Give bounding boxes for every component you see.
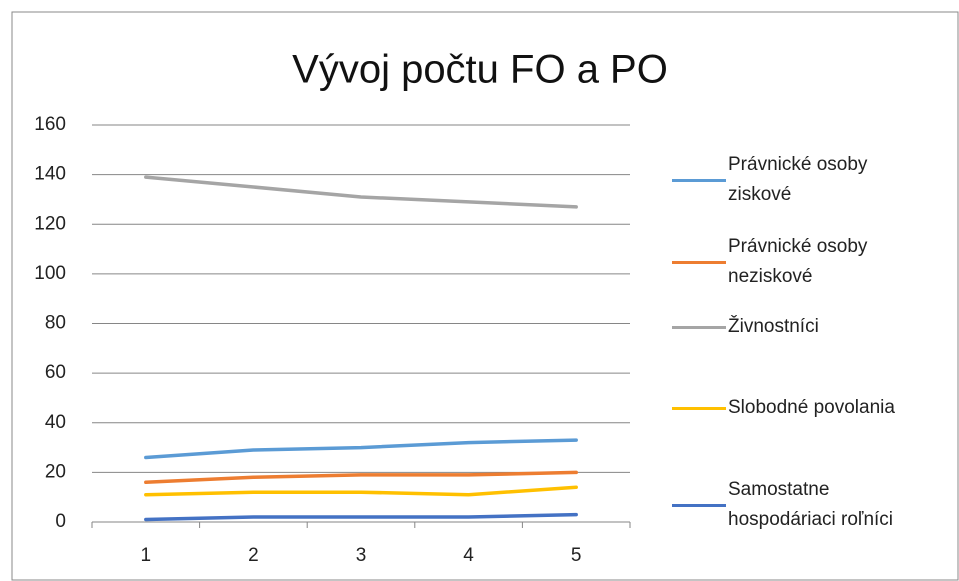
series-line [144, 470, 578, 485]
legend-label: Živnostníci [728, 316, 819, 337]
legend-entry: Živnostníci [672, 312, 952, 342]
x-tick-label: 3 [356, 545, 367, 566]
legend-swatch [672, 406, 726, 410]
x-tick-label: 4 [463, 545, 474, 566]
chart-title: Vývoj počtu FO a PO [292, 48, 668, 92]
y-tick-label: 20 [45, 461, 66, 482]
legend-swatch [672, 503, 726, 507]
y-tick-label: 40 [45, 412, 66, 433]
y-tick-label: 80 [45, 313, 66, 334]
legend-swatch [672, 178, 726, 182]
legend-entry: Samostatne hospodáriaci roľníci [672, 475, 952, 535]
legend-entry: Slobodné povolania [672, 393, 952, 423]
chart-border [11, 11, 959, 581]
series-line [144, 438, 578, 460]
legend-label: Slobodné povolania [728, 397, 895, 418]
y-tick-label: 60 [45, 362, 66, 383]
y-tick-label: 0 [55, 511, 66, 532]
legend-label: Právnické osoby ziskové [728, 154, 868, 205]
y-tick-label: 100 [34, 263, 66, 284]
x-tick-label: 5 [571, 545, 582, 566]
series-line [144, 485, 578, 497]
x-tick-label: 2 [248, 545, 259, 566]
series-line [144, 512, 578, 522]
legend-entry: Právnické osoby neziskové [672, 232, 952, 292]
legend-label: Samostatne hospodáriaci roľníci [728, 479, 894, 530]
legend-swatch [672, 325, 726, 329]
y-tick-label: 120 [34, 213, 66, 234]
y-tick-label: 160 [34, 114, 66, 135]
legend-swatch [672, 260, 726, 264]
legend-entry: Právnické osoby ziskové [672, 150, 952, 210]
x-tick-label: 1 [141, 545, 152, 566]
legend-label: Právnické osoby neziskové [728, 236, 868, 287]
y-tick-label: 140 [34, 164, 66, 185]
series-line [144, 175, 578, 209]
